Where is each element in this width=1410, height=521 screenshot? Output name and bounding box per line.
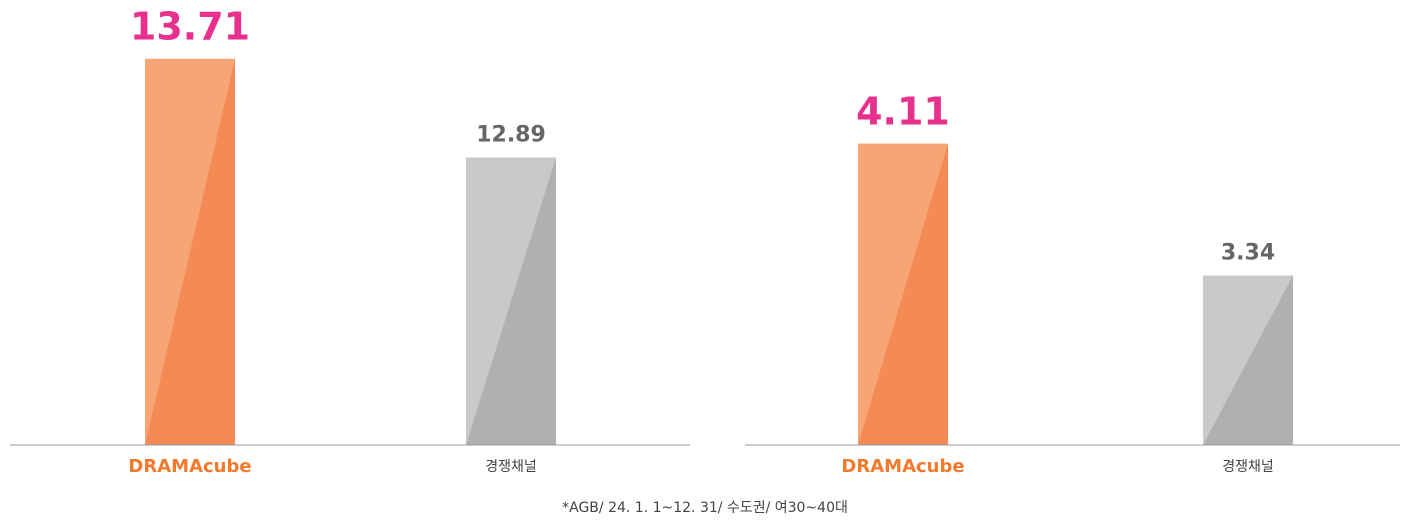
value-label: 12.89	[476, 123, 546, 148]
bar-highlight	[1203, 275, 1293, 445]
category-label: DRAMAcube	[128, 456, 251, 477]
category-label: 경쟁채널	[485, 459, 537, 475]
bar-highlight	[858, 143, 948, 445]
category-label: 경쟁채널	[1222, 459, 1274, 475]
value-label: 4.11	[856, 89, 950, 133]
bar-highlight	[466, 157, 556, 445]
value-label: 13.71	[130, 4, 250, 48]
bar-highlight	[145, 58, 235, 445]
footnote: *AGB/ 24. 1. 1~12. 31/ 수도권/ 여30~40대	[562, 500, 848, 516]
value-label: 3.34	[1221, 241, 1275, 266]
category-label: DRAMAcube	[841, 456, 964, 477]
